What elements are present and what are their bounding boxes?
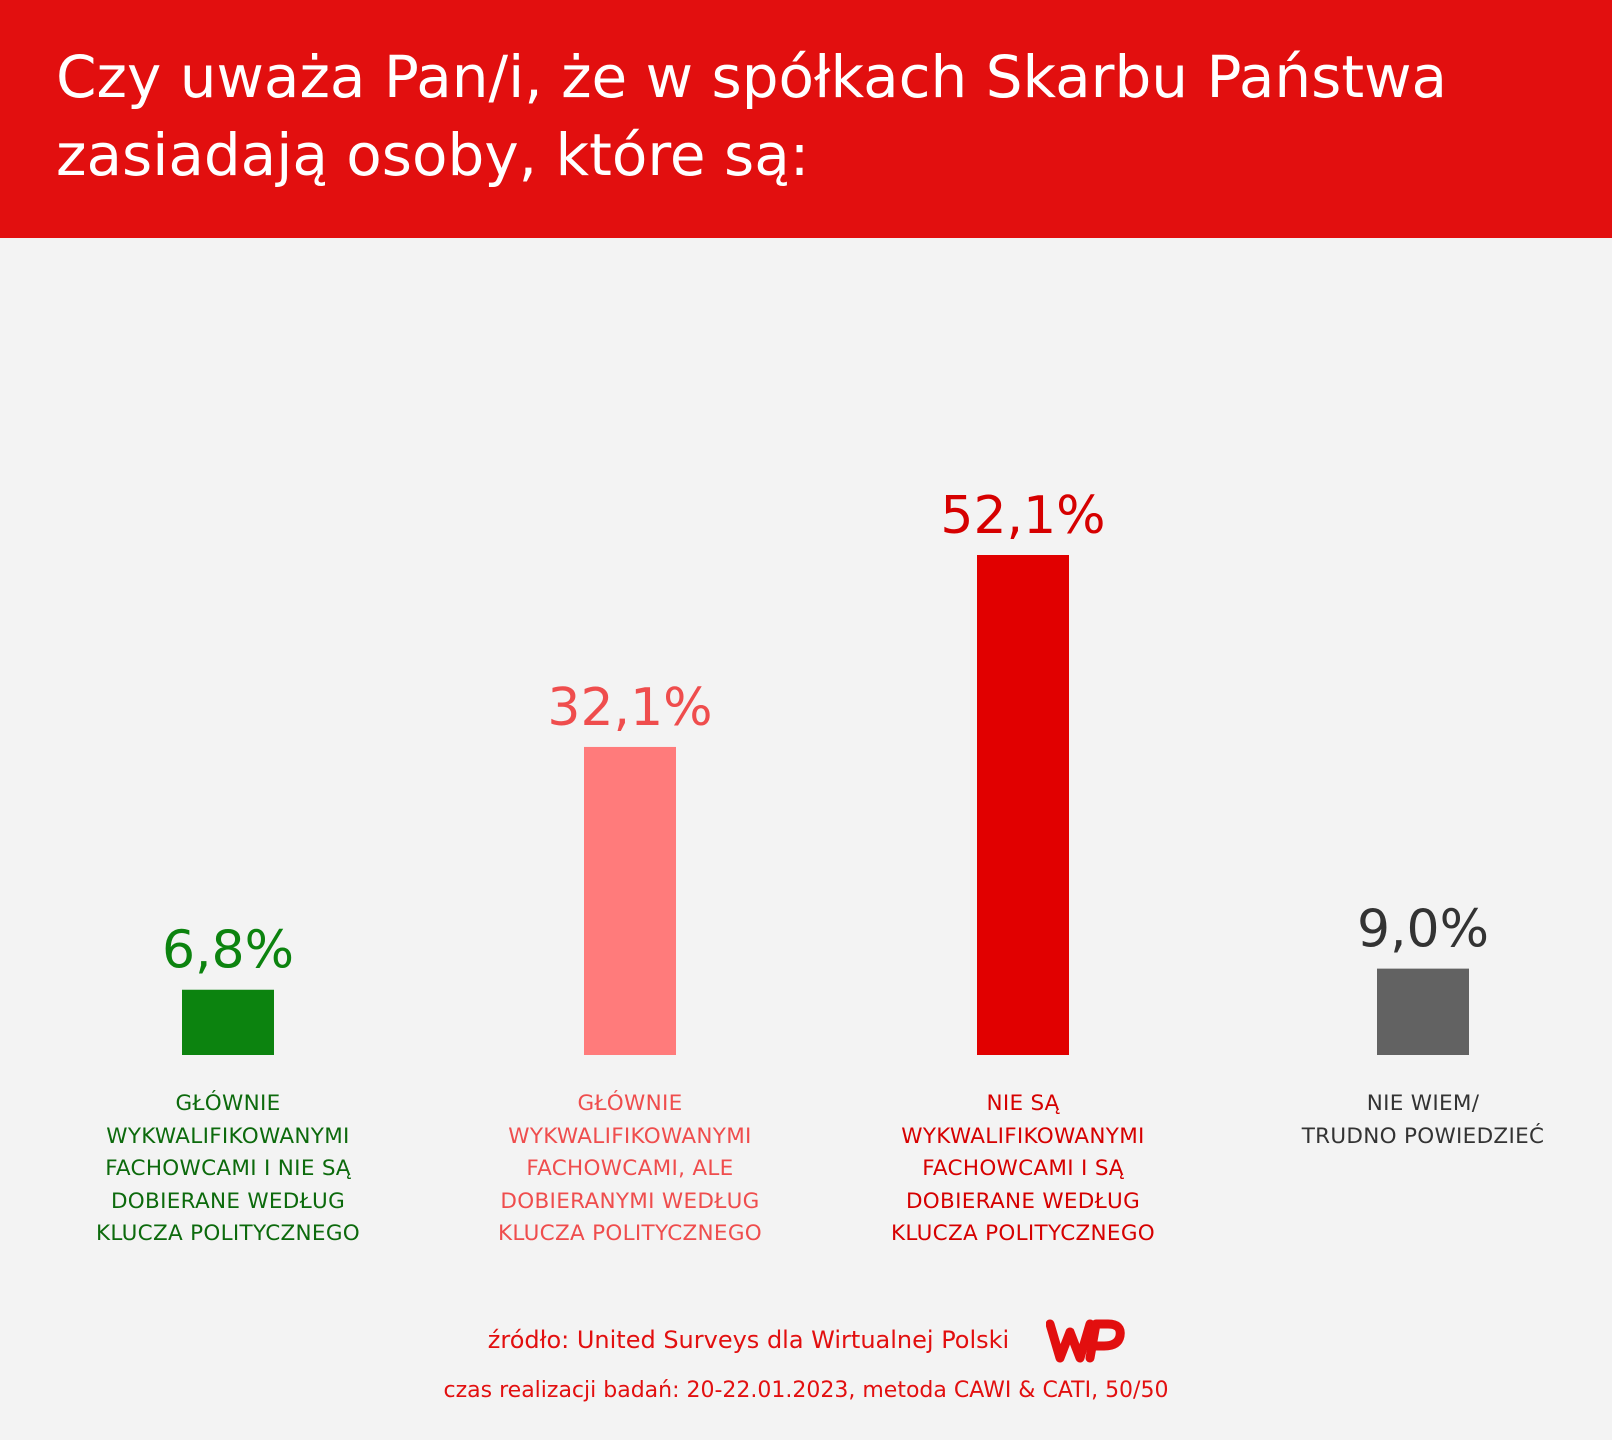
category-label-4: NIE WIEM/TRUDNO POWIEDZIEĆ	[1258, 1088, 1588, 1153]
header-banner: Czy uważa Pan/i, że w spółkach Skarbu Pa…	[0, 0, 1612, 238]
bar-2	[584, 746, 676, 1055]
value-label-1: 6,8%	[162, 921, 294, 981]
chart-title-line-2: zasiadają osoby, które są:	[56, 121, 810, 189]
category-label-line: KLUCZA POLITYCZNEGO	[890, 1221, 1155, 1246]
category-label-line: DOBIERANE WEDŁUG	[110, 1188, 346, 1214]
survey-details-text: czas realizacji badań: 20-22.01.2023, me…	[443, 1378, 1169, 1403]
category-label-line: DOBIERANYMI WEDŁUG	[500, 1188, 760, 1214]
category-label-line: TRUDNO POWIEDZIEĆ	[1301, 1123, 1545, 1149]
value-label-3: 52,1%	[940, 486, 1105, 546]
chart-title-line-1: Czy uważa Pan/i, że w spółkach Skarbu Pa…	[56, 43, 1448, 111]
category-label-3: NIE SĄ WYKWALIFIKOWANYMI FACHOWCAMI I SĄ DO…	[858, 1088, 1188, 1251]
value-label-2: 32,1%	[547, 678, 712, 738]
category-label-line: KLUCZA POLITYCZNEGO	[497, 1221, 762, 1246]
category-label-line: NIE WIEM/	[1366, 1091, 1480, 1116]
chart-title: Czy uważa Pan/i, że w spółkach Skarbu Pa…	[56, 38, 1556, 194]
category-label-line: FACHOWCAMI I NIE SĄ	[105, 1156, 351, 1181]
bar-1	[182, 989, 274, 1055]
category-label-line: GŁÓWNIE	[577, 1091, 683, 1116]
category-label-2: GŁÓWNIE WYKWALIFIKOWANYMI FACHOWCAMI, ALE D…	[465, 1088, 795, 1251]
category-label-line: WYKWALIFIKOWANYMI	[106, 1123, 350, 1149]
bar-4	[1377, 968, 1469, 1055]
category-label-line: WYKWALIFIKOWANYMI	[901, 1123, 1145, 1149]
category-label-line: FACHOWCAMI I SĄ	[922, 1156, 1124, 1181]
source-text: źródło: United Surveys dla Wirtualnej Po…	[487, 1326, 1010, 1354]
category-label-line: DOBIERANE WEDŁUG	[905, 1188, 1141, 1214]
wp-logo-icon	[1046, 1319, 1125, 1363]
category-label-line: FACHOWCAMI, ALE	[526, 1156, 734, 1181]
category-label-line: KLUCZA POLITYCZNEGO	[95, 1221, 360, 1246]
category-label-1: GŁÓWNIE WYKWALIFIKOWANYMI FACHOWCAMI I NIE…	[63, 1088, 393, 1251]
category-label-line: NIE SĄ	[986, 1091, 1060, 1116]
bar-3	[977, 555, 1069, 1055]
category-label-line: WYKWALIFIKOWANYMI	[508, 1123, 752, 1149]
category-label-line: GŁÓWNIE	[175, 1091, 281, 1116]
value-label-4: 9,0%	[1357, 900, 1489, 960]
